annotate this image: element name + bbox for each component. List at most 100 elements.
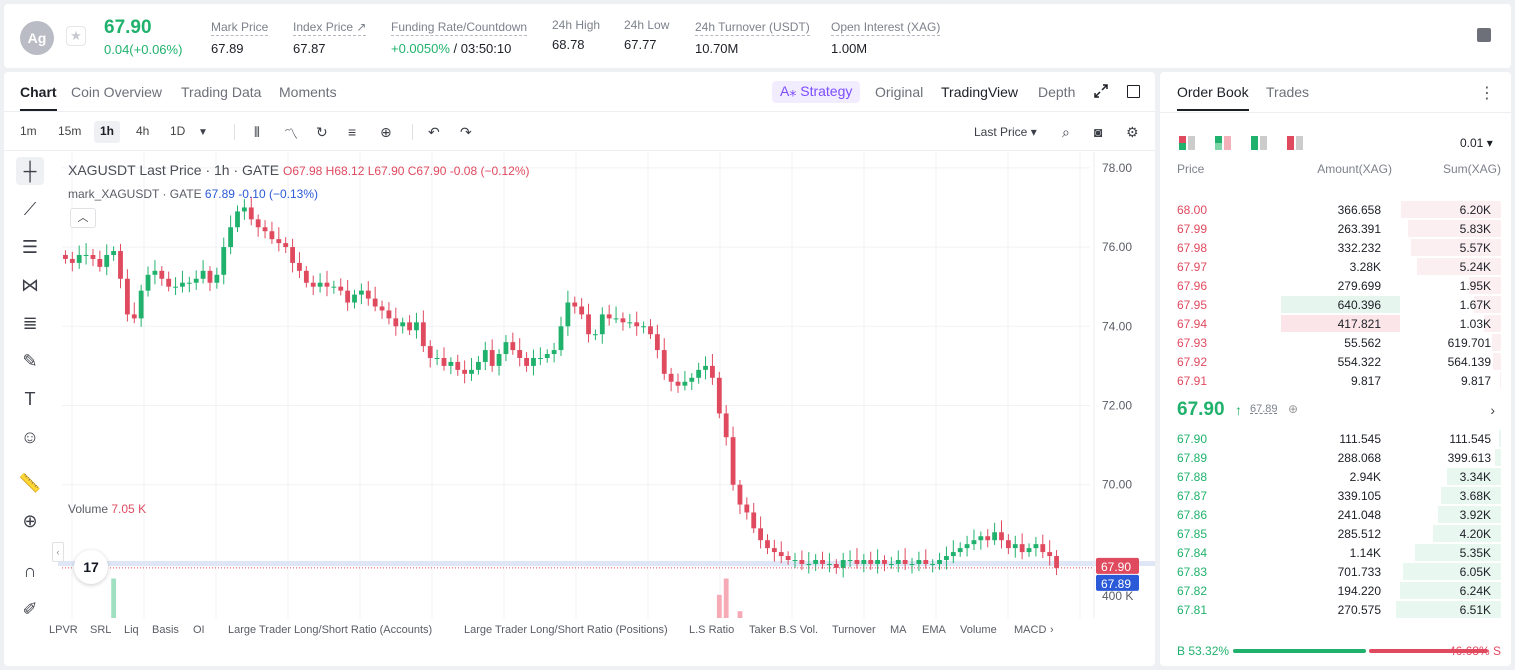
ask-row[interactable]: 67.95 640.396 1.67K	[1170, 295, 1501, 314]
book-bids-icon[interactable]	[1251, 136, 1267, 150]
bid-row[interactable]: 67.83 701.733 6.05K	[1170, 562, 1501, 581]
bid-row[interactable]: 67.90 111.545 111.545	[1170, 429, 1501, 448]
bid-row[interactable]: 67.87 339.105 3.68K	[1170, 486, 1501, 505]
strategy-button[interactable]: A⁎ Strategy	[772, 81, 861, 103]
indicator-basis[interactable]: Basis	[152, 624, 179, 636]
tab-order-book[interactable]: Order Book	[1177, 84, 1249, 111]
indicator-l-s-ratio[interactable]: L.S Ratio	[689, 624, 735, 636]
indicators-icon[interactable]: 〽	[284, 126, 298, 142]
book-layout-icon[interactable]	[1215, 136, 1231, 150]
open-interest-label[interactable]: Open Interest (XAG)	[831, 20, 941, 36]
ask-row[interactable]: 67.96 279.699 1.95K	[1170, 276, 1501, 295]
tick-size-select[interactable]: 0.01 ▾	[1460, 136, 1493, 150]
candle-type-icon[interactable]: ⫴	[254, 124, 260, 140]
ask-row[interactable]: 67.99 263.391 5.83K	[1170, 219, 1501, 238]
zoom-in-icon[interactable]: ⊕	[22, 510, 38, 531]
fullscreen-icon[interactable]	[1127, 85, 1140, 98]
candle	[262, 227, 268, 232]
gear-icon[interactable]: ⚙	[1126, 124, 1139, 140]
candle	[1019, 544, 1025, 553]
view-original[interactable]: Original	[875, 84, 924, 100]
templates-icon[interactable]: ≡	[348, 124, 357, 140]
ask-row[interactable]: 68.00 366.658 6.20K	[1170, 200, 1501, 219]
book-asks-icon[interactable]	[1287, 136, 1303, 150]
replay-icon[interactable]: ↻	[316, 124, 328, 140]
bid-row[interactable]: 67.88 2.94K 3.34K	[1170, 467, 1501, 486]
mark-price-label[interactable]: Mark Price	[211, 20, 269, 36]
ask-row[interactable]: 67.97 3.28K 5.24K	[1170, 257, 1501, 276]
redo-icon[interactable]: ↷	[460, 124, 472, 140]
magnet-icon[interactable]: ∩	[23, 560, 37, 581]
crosshair-icon[interactable]: ┼	[16, 157, 44, 185]
trendline-icon[interactable]: ⟋	[23, 198, 37, 219]
pencil-lock-icon[interactable]: ✐	[22, 598, 38, 619]
indicator-taker-b-s-vol[interactable]: Taker B.S Vol.	[749, 624, 819, 636]
ask-row[interactable]: 67.92 554.322 564.139	[1170, 352, 1501, 371]
info-icon[interactable]: ⊕	[1288, 402, 1299, 416]
tab-trades[interactable]: Trades	[1266, 84, 1310, 100]
pattern-icon[interactable]: ⋈	[21, 274, 39, 295]
ask-row[interactable]: 67.91 9.817 9.817	[1170, 371, 1501, 390]
indicator-srl[interactable]: SRL	[90, 624, 112, 636]
indicator-large-trader-long-short-ratio-accounts[interactable]: Large Trader Long/Short Ratio (Accounts)	[228, 624, 433, 636]
ruler-icon[interactable]: 📏	[18, 472, 42, 493]
indicator-macd[interactable]: MACD	[1014, 624, 1047, 636]
add-icon[interactable]: ⊕	[380, 124, 392, 140]
turnover-label[interactable]: 24h Turnover (USDT)	[695, 20, 810, 36]
bid-row[interactable]: 67.89 288.068 399.613	[1170, 448, 1501, 467]
camera-icon[interactable]: ◙	[1094, 124, 1103, 140]
timeframe-1m[interactable]: 1m	[20, 124, 37, 138]
funding-rate-label[interactable]: Funding Rate/Countdown	[391, 20, 528, 36]
indicator-ema[interactable]: EMA	[922, 624, 946, 636]
chevron-right-icon[interactable]: ›	[1490, 402, 1495, 418]
ask-row[interactable]: 67.98 332.232 5.57K	[1170, 238, 1501, 257]
chevron-down-icon[interactable]: ▼	[198, 127, 208, 138]
candle	[214, 274, 220, 283]
bid-row[interactable]: 67.84 1.14K 5.35K	[1170, 543, 1501, 562]
bid-row[interactable]: 67.85 285.512 4.20K	[1170, 524, 1501, 543]
timeframe-4h[interactable]: 4h	[136, 124, 150, 138]
indicator-large-trader-long-short-ratio-positions[interactable]: Large Trader Long/Short Ratio (Positions…	[464, 624, 668, 636]
expand-icon[interactable]	[1094, 84, 1108, 98]
indicator-oi[interactable]: OI	[193, 624, 205, 636]
book-both-icon[interactable]	[1179, 136, 1195, 150]
timeframe-1h[interactable]: 1h	[94, 121, 121, 143]
collapse-legend-button[interactable]: ︿	[70, 208, 96, 228]
tab-chart[interactable]: Chart	[20, 84, 57, 111]
search-icon[interactable]: ⌕	[1062, 124, 1070, 140]
candle	[1047, 552, 1053, 557]
undo-icon[interactable]: ↶	[428, 124, 440, 140]
timeframe-1d[interactable]: 1D	[170, 124, 186, 138]
timeframe-15m[interactable]: 15m	[58, 124, 82, 138]
bid-row[interactable]: 67.86 241.048 3.92K	[1170, 505, 1501, 524]
ask-row[interactable]: 67.93 55.562 619.701	[1170, 333, 1501, 352]
indicator-volume[interactable]: Volume	[960, 624, 997, 636]
tab-moments[interactable]: Moments	[279, 84, 337, 100]
index-price-label[interactable]: Index Price ↗	[293, 20, 367, 36]
view-tradingview[interactable]: TradingView	[941, 84, 1019, 100]
book-icon[interactable]	[1477, 28, 1491, 42]
indicator-ma[interactable]: MA	[890, 624, 907, 636]
emoji-icon[interactable]: ☺	[20, 426, 40, 447]
tab-coin-overview[interactable]: Coin Overview	[71, 84, 163, 100]
ask-row[interactable]: 67.94 417.821 1.03K	[1170, 314, 1501, 333]
indicator-turnover[interactable]: Turnover	[832, 624, 876, 636]
view-depth[interactable]: Depth	[1038, 84, 1076, 100]
depth-bar	[1474, 296, 1501, 313]
bid-row[interactable]: 67.82 194.220 6.24K	[1170, 581, 1501, 600]
star-icon[interactable]: ★	[66, 26, 86, 46]
indicator-lpvr[interactable]: LPVR	[49, 624, 78, 636]
brush-icon[interactable]: ✎	[22, 350, 38, 371]
more-icon[interactable]: ⋮	[1479, 85, 1495, 102]
chevron-right-icon[interactable]: ›	[1050, 624, 1054, 636]
tab-trading-data[interactable]: Trading Data	[181, 84, 262, 100]
text-icon[interactable]: T	[24, 388, 36, 409]
fib-icon[interactable]: ≣	[22, 312, 38, 333]
bid-row[interactable]: 67.81 270.575 6.51K	[1170, 600, 1501, 619]
tradingview-logo-icon[interactable]: 17	[74, 550, 108, 584]
indicator-liq[interactable]: Liq	[124, 624, 139, 636]
chevron-left-icon[interactable]: ‹	[52, 542, 64, 562]
horizontal-lines-icon[interactable]: ☰	[21, 236, 39, 257]
price-type-select[interactable]: Last Price ▾	[974, 125, 1037, 139]
